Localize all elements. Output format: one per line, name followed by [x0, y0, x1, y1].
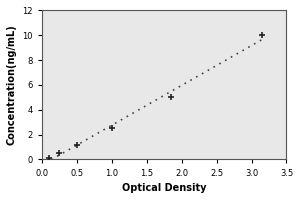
Y-axis label: Concentration(ng/mL): Concentration(ng/mL): [7, 25, 17, 145]
X-axis label: Optical Density: Optical Density: [122, 183, 206, 193]
